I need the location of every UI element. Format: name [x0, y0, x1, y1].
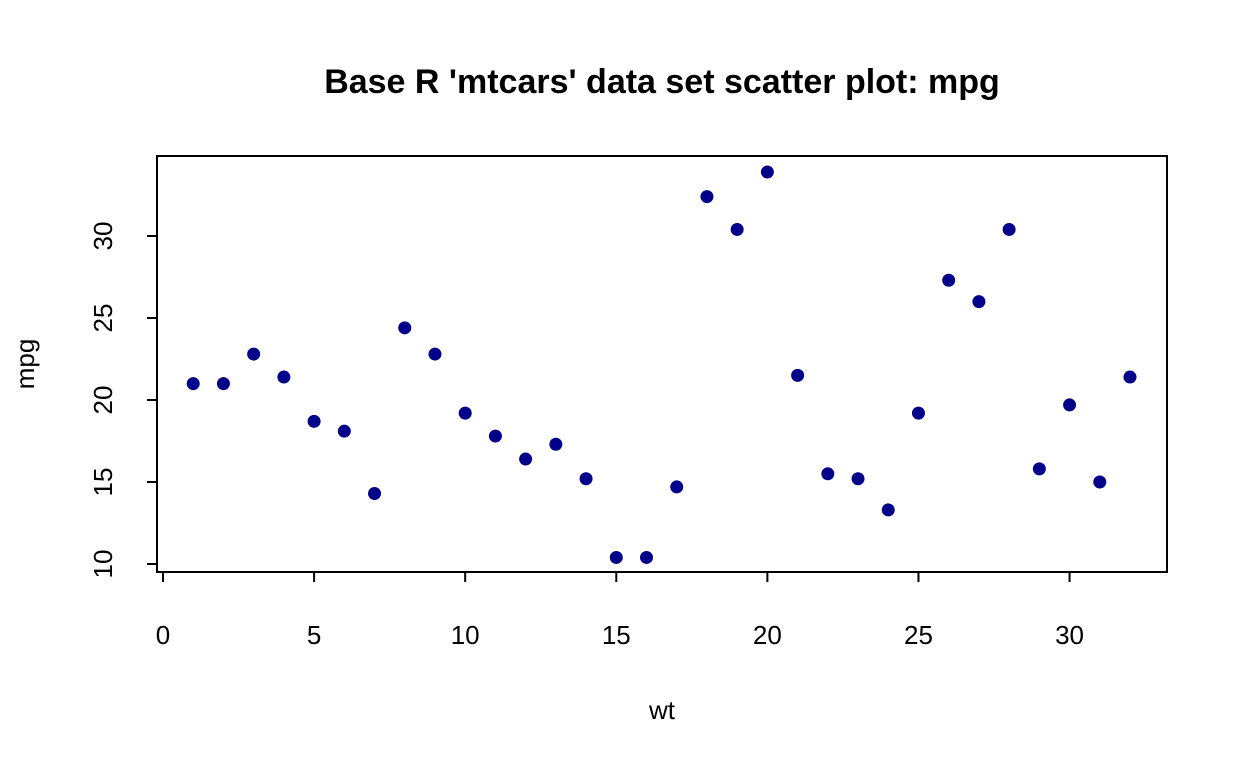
- data-point: [428, 347, 442, 361]
- y-tick-label: 15: [88, 468, 118, 497]
- y-tick-label: 20: [88, 386, 118, 415]
- data-point: [881, 503, 895, 517]
- y-axis: 10 15 20 25 30: [88, 222, 158, 579]
- data-point: [1123, 370, 1137, 384]
- data-point: [398, 321, 412, 335]
- data-point: [307, 414, 321, 428]
- data-point: [1032, 462, 1046, 476]
- data-point: [337, 424, 351, 438]
- x-axis-label: wt: [648, 695, 676, 725]
- data-point: [549, 437, 563, 451]
- data-point: [1002, 222, 1016, 236]
- y-tick-label: 10: [88, 550, 118, 579]
- x-tick-label: 5: [307, 620, 321, 650]
- data-points: [186, 165, 1137, 564]
- data-point: [972, 295, 986, 309]
- data-point: [1063, 398, 1077, 412]
- data-point: [368, 486, 382, 500]
- data-point: [277, 370, 291, 384]
- data-point: [640, 550, 653, 564]
- data-point: [579, 472, 593, 486]
- x-tick-label: 20: [753, 620, 782, 650]
- data-point: [911, 406, 925, 420]
- y-tick-label: 30: [88, 222, 118, 251]
- data-point: [670, 480, 684, 494]
- x-tick-label: 30: [1055, 620, 1084, 650]
- data-point: [609, 550, 623, 564]
- x-tick-label: 0: [156, 620, 170, 650]
- data-point: [488, 429, 502, 443]
- data-point: [851, 472, 865, 486]
- data-point: [730, 222, 744, 236]
- data-point: [821, 467, 835, 481]
- data-point: [760, 165, 774, 179]
- data-point: [458, 406, 472, 420]
- data-point: [942, 273, 956, 287]
- data-point: [791, 368, 805, 382]
- data-point: [519, 452, 533, 466]
- chart-title: Base R 'mtcars' data set scatter plot: m…: [324, 63, 1000, 101]
- data-point: [247, 347, 261, 361]
- plot-frame: [156, 155, 1168, 573]
- x-tick-label: 15: [602, 620, 631, 650]
- y-tick-label: 25: [88, 304, 118, 333]
- x-tick-label: 10: [451, 620, 480, 650]
- data-point: [216, 377, 230, 391]
- x-axis: 0 5 10 15 20 25 30: [156, 571, 1084, 650]
- x-tick-label: 25: [904, 620, 933, 650]
- data-point: [700, 190, 714, 204]
- y-axis-label: mpg: [10, 339, 40, 390]
- data-point: [1093, 475, 1107, 489]
- data-point: [186, 377, 200, 391]
